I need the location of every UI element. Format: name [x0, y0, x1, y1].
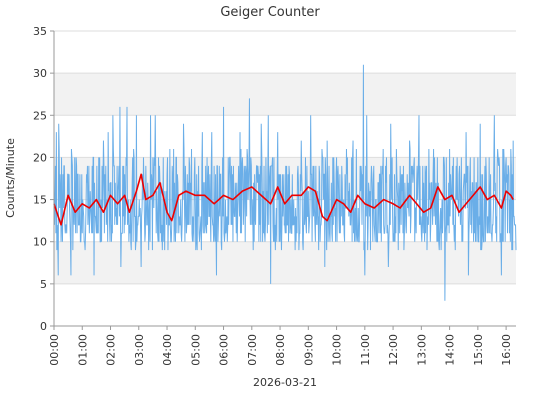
x-tick-label: 07:00 [246, 334, 259, 366]
x-tick-label: 16:00 [500, 334, 513, 366]
y-tick-label: 15 [33, 194, 47, 207]
y-tick-label: 20 [33, 151, 47, 164]
x-tick-label: 09:00 [302, 334, 315, 366]
x-tick-label: 03:00 [133, 334, 146, 366]
y-tick-label: 30 [33, 67, 47, 80]
x-tick-label: 11:00 [359, 334, 372, 366]
y-tick-label: 25 [33, 109, 47, 122]
x-tick-label: 01:00 [76, 334, 89, 366]
grid-band [54, 157, 516, 200]
series-raw-counts [53, 64, 517, 301]
x-tick-label: 06:00 [218, 334, 231, 366]
y-tick-label: 5 [40, 278, 47, 291]
y-axis-ticks: 0 5 10 15 20 25 30 35 [33, 25, 54, 333]
x-tick-label: 02:00 [105, 334, 118, 366]
series-moving-average [53, 173, 514, 226]
grid-band [54, 73, 516, 116]
x-axis-ticks: 00:00 01:00 02:00 03:00 04:00 05:00 06:00 07:00… [48, 326, 513, 366]
x-axis-label: 2026-03-21 [253, 376, 317, 389]
x-tick-label: 10:00 [331, 334, 344, 366]
x-tick-label: 00:00 [48, 334, 61, 366]
chart-title: Geiger Counter [220, 5, 320, 20]
y-tick-label: 35 [33, 25, 47, 38]
x-tick-label: 15:00 [472, 334, 485, 366]
y-axis-label: Counts/Minute [4, 138, 17, 218]
moving-average-line [53, 173, 514, 226]
x-tick-label: 05:00 [189, 334, 202, 366]
grid-band [54, 241, 516, 284]
x-tick-label: 12:00 [387, 334, 400, 366]
x-tick-label: 08:00 [274, 334, 287, 366]
raw-counts-line [53, 64, 517, 301]
axes [53, 31, 516, 327]
y-tick-label: 0 [40, 320, 47, 333]
y-tick-label: 10 [33, 236, 47, 249]
x-tick-label: 04:00 [161, 334, 174, 366]
x-tick-label: 13:00 [415, 334, 428, 366]
x-tick-label: 14:00 [444, 334, 457, 366]
